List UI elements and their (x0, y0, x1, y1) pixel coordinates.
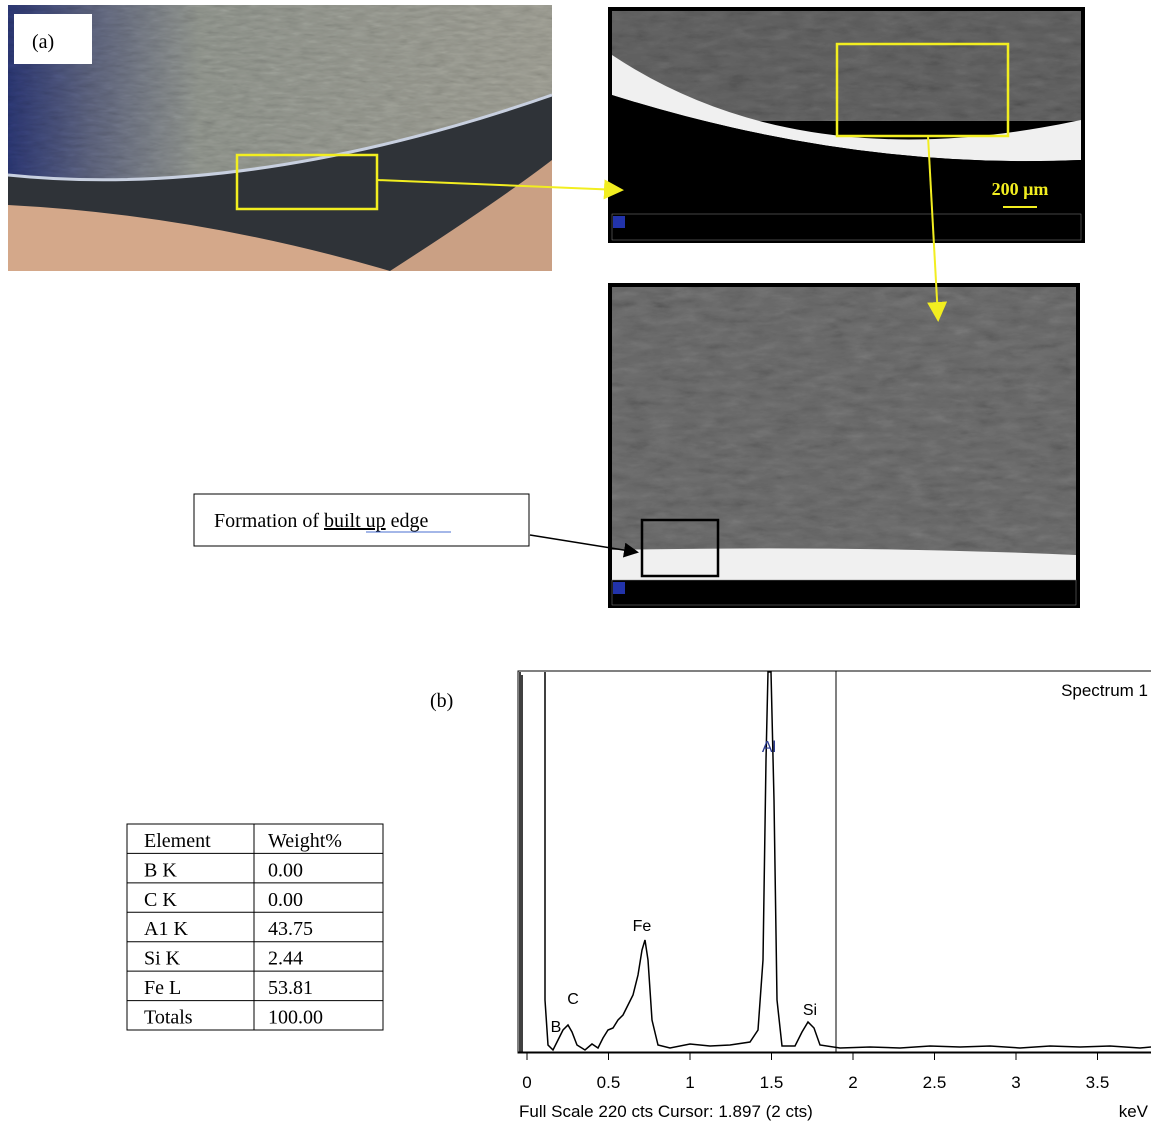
table-cell: Element (144, 830, 211, 852)
peak-label: C (567, 991, 579, 1008)
table-cell: 43.75 (268, 918, 313, 940)
x-tick-label: 2.5 (923, 1073, 947, 1092)
peak-label: Al (762, 739, 776, 756)
x-tick-label: 0.5 (597, 1073, 621, 1092)
panel-label: (b) (430, 690, 453, 712)
sem-image: 200 µm (608, 7, 1085, 243)
annotation-part: Formation of (214, 510, 319, 532)
table: Element Weight% B K 0.00 C K 0.00 A1 K 43.75 Si … (127, 824, 383, 1030)
table-cell: Weight% (268, 830, 342, 852)
table-cell: 100.00 (268, 1007, 323, 1029)
table-cell: B K (144, 859, 177, 881)
annotation-part: built up (324, 510, 386, 532)
sem-image (608, 283, 1080, 608)
table-cell: Totals (144, 1007, 193, 1029)
table-cell: 53.81 (268, 977, 313, 999)
panel-label: (a) (32, 31, 54, 53)
x-tick-label: 0 (522, 1073, 531, 1092)
table-cell: Si K (144, 948, 181, 970)
table-cell: 2.44 (268, 948, 303, 970)
spectrum: Spectrum 1 BC Fe Al Si 0 0.5 1 1.5 2 2.5 3 3.5 keV Ful… (518, 671, 1151, 1121)
table-cell: 0.00 (268, 889, 303, 911)
peak-label: Si (803, 1002, 817, 1019)
photo: (a) (8, 5, 552, 271)
annotation: Formation of built up edge (194, 494, 529, 546)
x-tick-label: 2 (848, 1073, 857, 1092)
table-cell: C K (144, 889, 177, 911)
x-tick-label: 1.5 (760, 1073, 784, 1092)
table-cell: 0.00 (268, 859, 303, 881)
scale-bar-label: 200 µm (992, 179, 1049, 199)
peak-label: B (551, 1019, 562, 1036)
page: (a) 200 µm Formation of built up edge (b… (0, 0, 1151, 1122)
x-tick-label: 3.5 (1086, 1073, 1110, 1092)
peak-label: Fe (633, 918, 652, 935)
spectrum-title: Spectrum 1 (1061, 681, 1148, 700)
figure: (a) 200 µm Formation of built up edge (b… (0, 0, 1151, 1122)
spectrum-footer: Full Scale 220 cts Cursor: 1.897 (2 cts) (519, 1102, 813, 1121)
annotation-text: Formation of built up edge (214, 510, 429, 532)
x-tick-label: 1 (685, 1073, 694, 1092)
x-tick-label: 3 (1011, 1073, 1020, 1092)
annotation-part: edge (391, 510, 429, 532)
table-cell: A1 K (144, 918, 188, 940)
x-unit: keV (1119, 1102, 1149, 1121)
table-cell: Fe L (144, 977, 181, 999)
